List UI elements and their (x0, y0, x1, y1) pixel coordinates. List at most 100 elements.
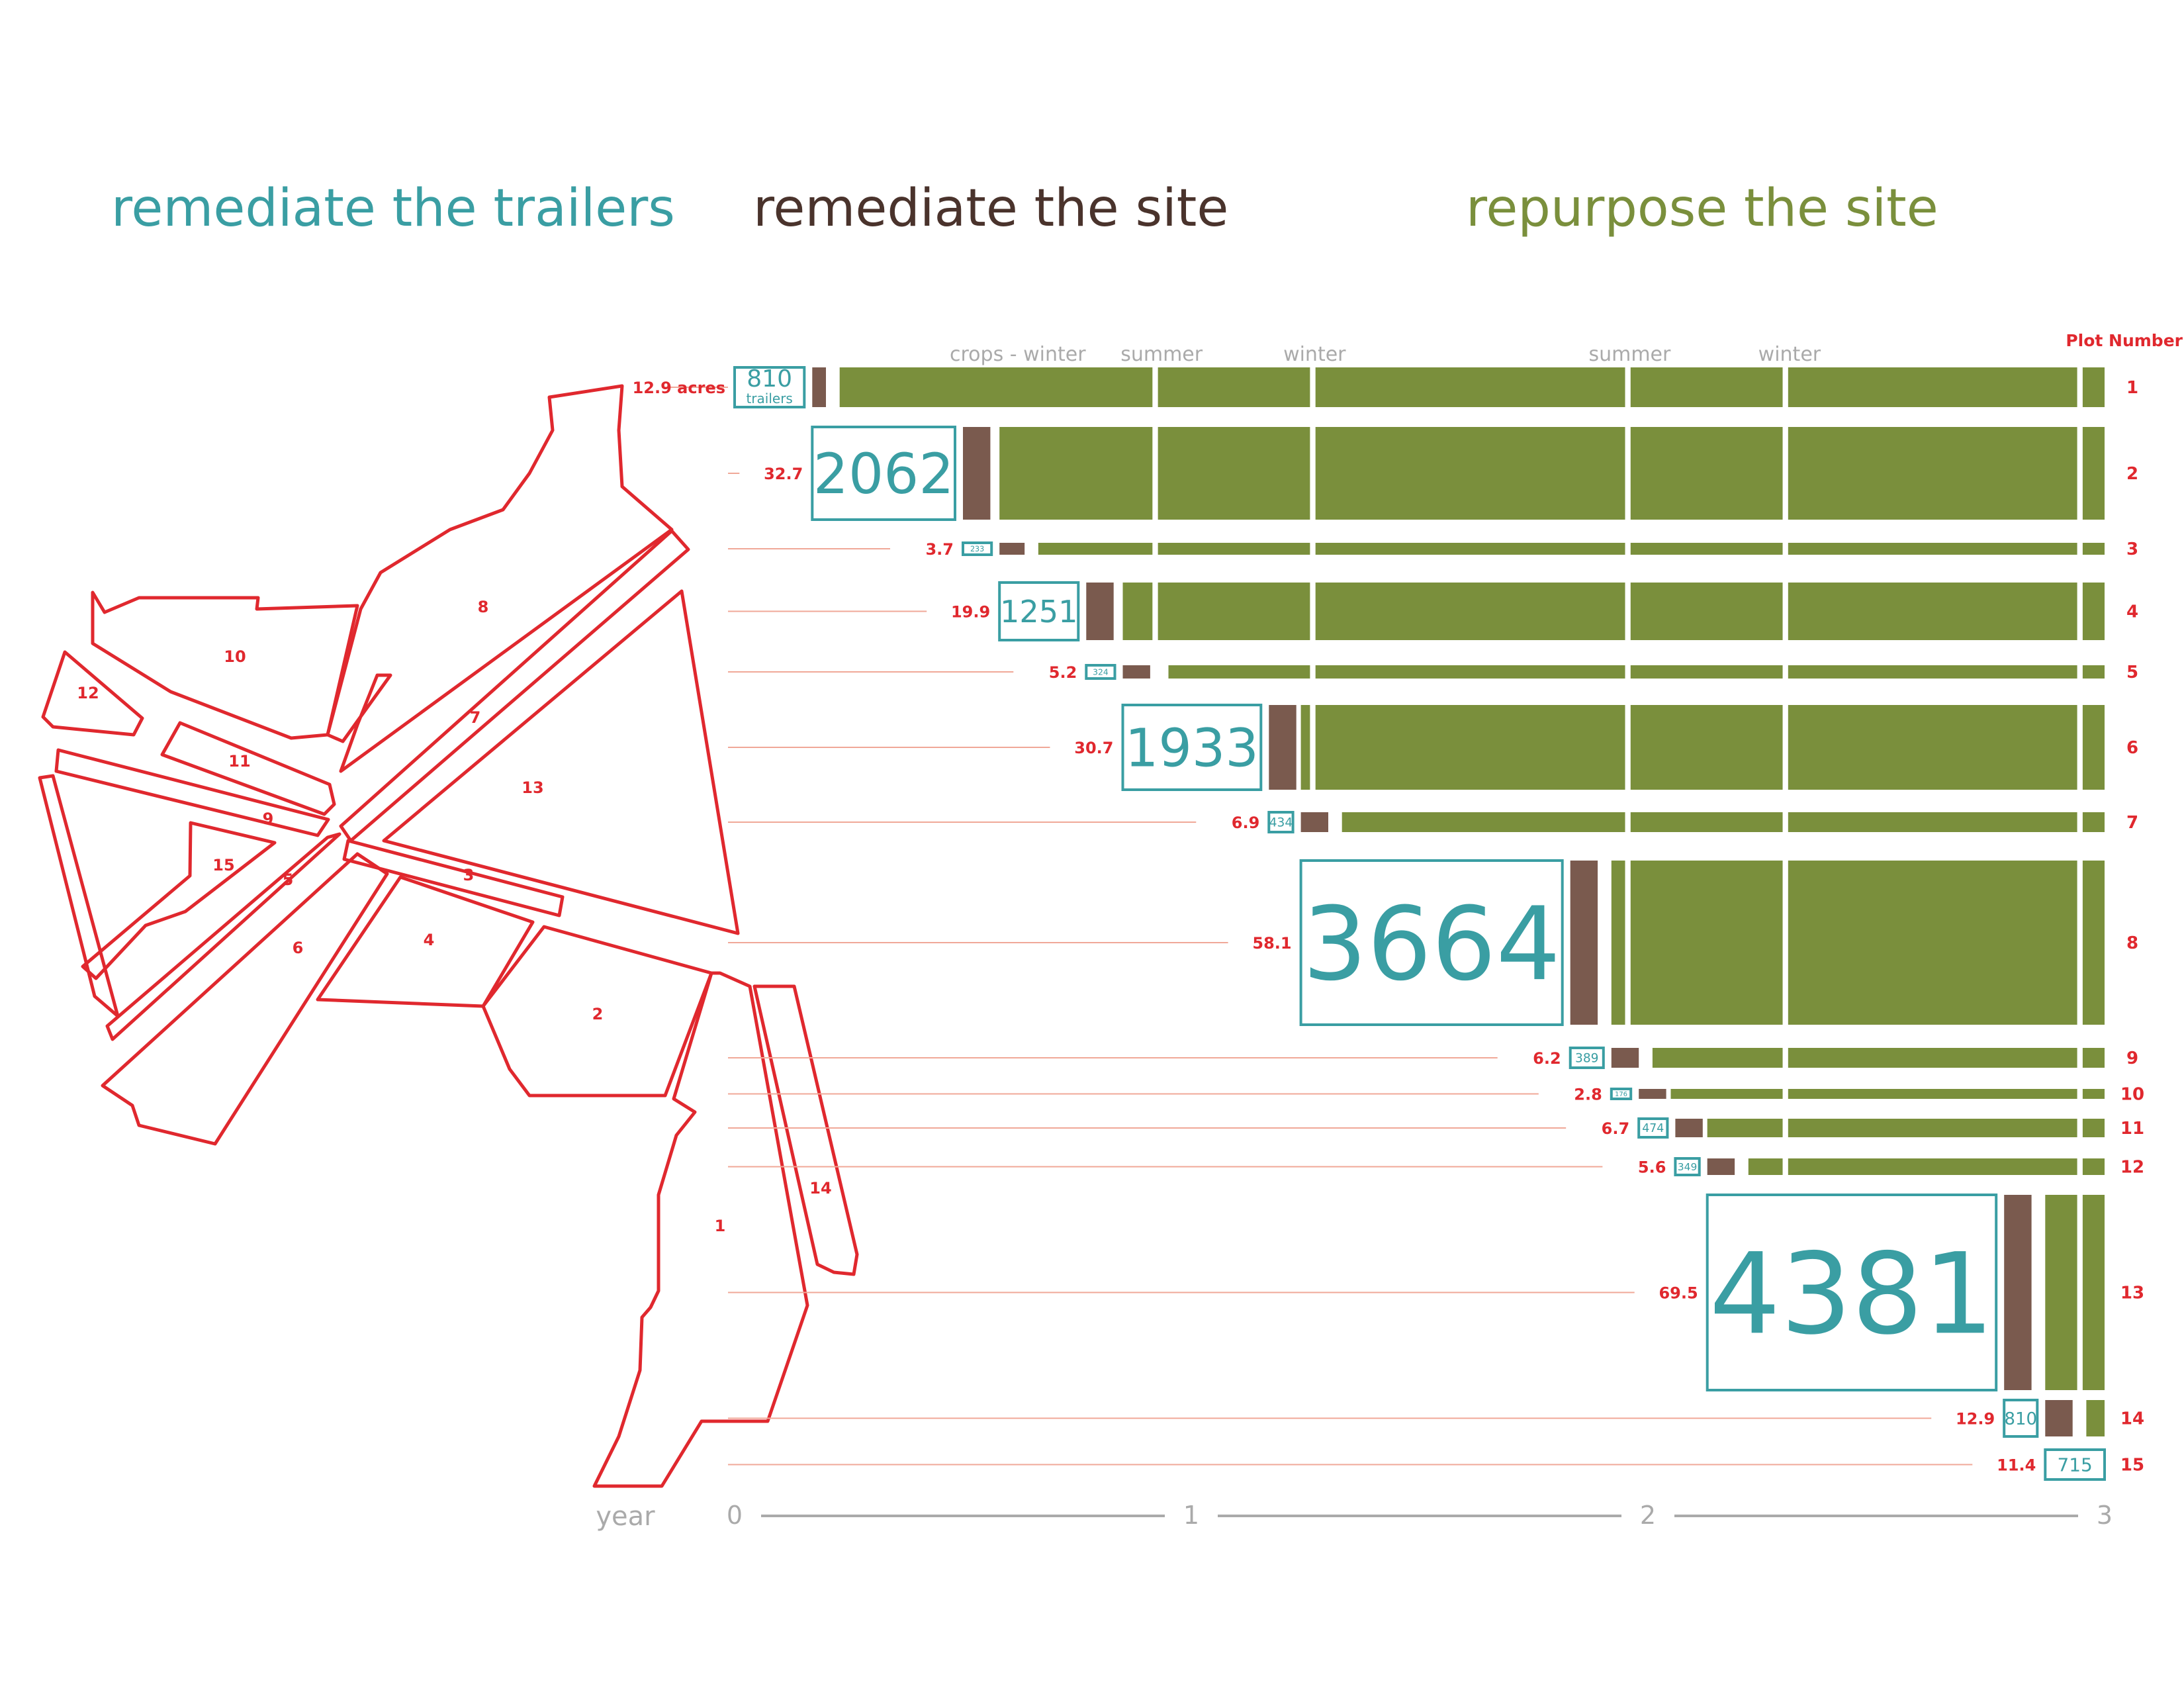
plot-number: 10 (2120, 1085, 2144, 1105)
trailer-count: 349 (1678, 1161, 1698, 1173)
plot-number: 12 (2120, 1158, 2144, 1178)
repurpose-bar (1707, 1119, 1783, 1137)
repurpose-bar (1315, 543, 1625, 555)
map-plot-label: 2 (592, 1005, 604, 1023)
map-plot-outline (41, 650, 144, 737)
map-plot-label: 7 (470, 708, 481, 727)
map-plot-outline (592, 971, 809, 1488)
plot-number: 5 (2126, 663, 2138, 682)
repurpose-bar (2082, 367, 2105, 407)
repurpose-bar (999, 427, 1153, 520)
remediate-bar (1570, 861, 1598, 1025)
trailer-count: 389 (1575, 1052, 1599, 1066)
map-plot-outline (54, 748, 330, 837)
map-plot-label: 1 (715, 1217, 726, 1235)
map-plot-outline (81, 821, 277, 980)
repurpose-bar (1788, 1089, 2077, 1099)
repurpose-bar (1158, 367, 1310, 407)
map-plot-label: 5 (283, 870, 294, 889)
trailer-box (1121, 704, 1263, 791)
trailer-count: 715 (2058, 1454, 2093, 1476)
repurpose-bar (1788, 705, 2077, 790)
map-plot-outline (382, 589, 740, 935)
repurpose-bar (1788, 1119, 2077, 1137)
trailer-box (1706, 1194, 1998, 1391)
remediate-bar (2045, 1400, 2073, 1436)
axis-tick-label: 2 (1640, 1501, 1656, 1530)
legend-remediate-trailers: remediate the trailers (111, 179, 675, 238)
acres-label: 11.4 (1997, 1456, 2036, 1475)
season-label: winter (1283, 343, 1346, 366)
repurpose-bar (2082, 1048, 2105, 1068)
repurpose-bar (1748, 1158, 1783, 1175)
map-plot-outline (326, 384, 674, 773)
plot-number: 15 (2120, 1456, 2144, 1476)
season-label: summer (1588, 343, 1671, 366)
trailer-box (2044, 1448, 2107, 1481)
repurpose-bar (2082, 1158, 2105, 1175)
repurpose-bar (839, 367, 1153, 407)
map-plot-outline (752, 984, 859, 1276)
trailer-box (1569, 1047, 1605, 1069)
trailer-box (962, 541, 993, 556)
trailer-box (1085, 664, 1116, 680)
plot-number: 11 (2120, 1119, 2144, 1139)
trailer-count: 4381 (1709, 1229, 1994, 1359)
repurpose-bar (2045, 1195, 2077, 1390)
plot-number: 7 (2126, 813, 2138, 833)
repurpose-bar (1315, 367, 1625, 407)
site-plot-map: 8 10 12 7 11 13 9 15 5 3 6 4 2 14 1 (38, 384, 859, 1488)
map-plot-label: 13 (522, 778, 543, 797)
legend-remediate-site: remediate the site (753, 179, 1229, 238)
trailer-box (1610, 1088, 1633, 1100)
repurpose-bar (1652, 1048, 1783, 1068)
trailer-box (2003, 1399, 2039, 1438)
acres-label: 6.7 (1602, 1119, 1630, 1138)
repurpose-bar (1300, 705, 1310, 790)
remediate-bar (1611, 1048, 1639, 1068)
repurpose-bar (1158, 543, 1310, 555)
season-label: crops - winter (950, 343, 1086, 366)
legend-repurpose-site: repurpose the site (1466, 179, 1938, 238)
repurpose-bar (1342, 812, 1625, 832)
plot-number: 8 (2126, 933, 2138, 953)
repurpose-bar (1788, 1048, 2077, 1068)
repurpose-bar (2082, 1089, 2105, 1099)
trailer-count: 233 (970, 545, 984, 553)
repurpose-bar (1788, 812, 2077, 832)
trailer-count: 1933 (1125, 718, 1259, 779)
trailer-count: 324 (1093, 667, 1109, 677)
acres-label: 30.7 (1074, 739, 1113, 757)
acres-label: 58.1 (1252, 934, 1291, 953)
repurpose-bar (1788, 543, 2077, 555)
trailer-box (811, 426, 957, 521)
repurpose-bar (1788, 665, 2077, 679)
remediate-bar (1707, 1158, 1735, 1175)
repurpose-bar (1168, 665, 1310, 679)
acres-label: 3.7 (925, 540, 954, 559)
remediate-bar (2004, 1195, 2032, 1390)
map-plot-label: 9 (263, 810, 274, 828)
repurpose-bar (1315, 583, 1625, 640)
map-plot-outline (160, 721, 336, 816)
acres-label: 6.9 (1232, 814, 1260, 832)
map-plot-label: 3 (463, 866, 475, 884)
trailer-count: 3664 (1302, 886, 1561, 1004)
trailer-count: 474 (1642, 1122, 1664, 1135)
repurpose-bar (1122, 583, 1153, 640)
remediate-bar (999, 543, 1025, 555)
acres-label: 2.8 (1574, 1086, 1602, 1104)
trailer-count: 434 (1269, 816, 1293, 830)
trailer-box (1674, 1157, 1701, 1176)
remediate-bar (812, 367, 826, 407)
plot-number: 3 (2126, 539, 2138, 559)
remediate-bar (1639, 1089, 1666, 1099)
repurpose-bar (1630, 583, 1783, 640)
map-plot-outline (342, 839, 565, 917)
repurpose-bar (2082, 1195, 2105, 1390)
acres-label: 12.9 acres (633, 379, 725, 397)
repurpose-bar (2082, 427, 2105, 520)
repurpose-bar (2082, 543, 2105, 555)
trailer-count: 810 (747, 365, 792, 393)
repurpose-bar (1788, 1158, 2077, 1175)
